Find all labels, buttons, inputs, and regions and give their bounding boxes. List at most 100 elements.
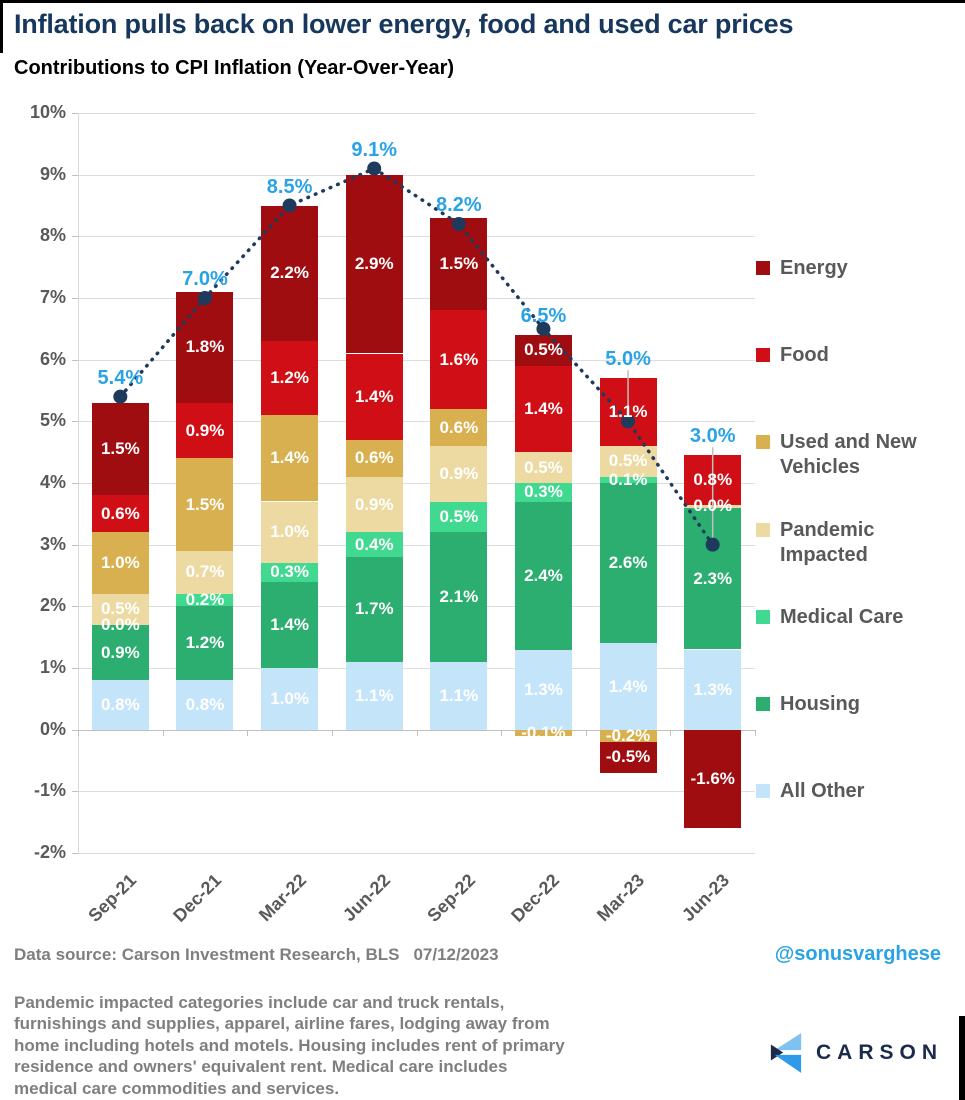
y-axis-tick bbox=[72, 791, 78, 793]
segment-value-label: 0.0% bbox=[100, 614, 140, 634]
segment-value-label: 2.4% bbox=[524, 565, 563, 585]
segment-energy bbox=[599, 742, 657, 773]
chart-subtitle: Contributions to CPI Inflation (Year-Ove… bbox=[14, 57, 455, 79]
segment-value-label: 0.8% bbox=[185, 695, 225, 714]
segment-value-label: 0.2% bbox=[185, 590, 225, 610]
y-axis-tick bbox=[72, 236, 78, 238]
segment-value-label: 2.3% bbox=[693, 568, 733, 588]
total-value-label: 5.4% bbox=[97, 366, 144, 389]
segment-housing bbox=[430, 532, 488, 662]
y-axis-tick bbox=[72, 174, 78, 176]
segment-value-label: 2.1% bbox=[439, 587, 479, 607]
total-value-label: 6.5% bbox=[520, 305, 567, 327]
segment-all-other bbox=[345, 661, 403, 730]
segment-value-label: 0.4% bbox=[354, 534, 394, 554]
gridline bbox=[78, 791, 755, 793]
legend-swatch-pandemic-impacted bbox=[756, 522, 770, 537]
y-axis-label: 9% bbox=[39, 163, 66, 184]
segment-value-label: 1.6% bbox=[439, 349, 479, 369]
segment-all-other bbox=[430, 661, 488, 730]
segment-medical-care bbox=[261, 563, 319, 582]
legend-item-pandemic-impacted: Pandemic Impacted bbox=[756, 518, 961, 568]
segment-value-label: 0.8% bbox=[693, 469, 733, 489]
legend-item-medical-care: Medical Care bbox=[756, 605, 961, 630]
y-axis-tick bbox=[72, 421, 78, 423]
segment-all-other bbox=[599, 643, 657, 730]
legend-swatch-energy bbox=[756, 261, 770, 275]
legend-item-used-and-new-vehicles: Used and New Vehicles bbox=[756, 430, 961, 480]
x-axis-tick bbox=[78, 729, 79, 736]
segment-value-label: 0.6% bbox=[439, 417, 479, 437]
segment-housing bbox=[91, 624, 149, 681]
line-marker bbox=[113, 389, 128, 404]
segment-value-label: 0.5% bbox=[524, 457, 563, 477]
segment-value-label: 1.5% bbox=[185, 494, 225, 514]
y-axis-tick bbox=[72, 853, 78, 854]
y-axis-tick bbox=[72, 483, 78, 484]
segment-value-label: -0.1% bbox=[521, 722, 566, 742]
page-title: Inflation pulls back on lower energy, fo… bbox=[14, 9, 794, 39]
segment-value-label: 0.5% bbox=[608, 451, 648, 471]
segment-value-label: 2.6% bbox=[608, 553, 648, 573]
segment-value-label: 1.3% bbox=[524, 679, 563, 699]
segment-value-label: 0.5% bbox=[524, 340, 563, 360]
segment-value-label: 2.9% bbox=[354, 254, 394, 274]
frame-border-left bbox=[0, 0, 3, 53]
segment-value-label: 1.4% bbox=[270, 448, 309, 468]
y-axis-tick bbox=[72, 544, 78, 546]
x-axis-tick bbox=[755, 729, 756, 736]
data-source-label: Data source: Carson Investment Research,… bbox=[14, 945, 400, 964]
total-value-label: 7.0% bbox=[182, 268, 228, 290]
segment-all-other bbox=[176, 680, 234, 730]
segment-value-label: 0.3% bbox=[270, 562, 309, 582]
legend-swatch-food bbox=[756, 348, 770, 363]
y-axis-label: 4% bbox=[39, 472, 66, 492]
segment-value-label: 1.2% bbox=[270, 368, 309, 388]
segment-all-other bbox=[684, 649, 742, 730]
segment-value-label: 1.5% bbox=[100, 439, 140, 459]
y-axis-label: 10% bbox=[29, 102, 66, 122]
segment-value-label: 0.6% bbox=[100, 503, 140, 523]
x-axis-label: Sep-21 bbox=[84, 870, 141, 926]
legend-item-energy: Energy bbox=[756, 256, 961, 281]
segment-value-label: 0.0% bbox=[693, 496, 733, 516]
segment-value-label: 1.1% bbox=[354, 685, 394, 705]
x-axis-label: Dec-21 bbox=[169, 870, 226, 926]
legend-swatch-housing bbox=[756, 697, 770, 711]
y-axis-label: 3% bbox=[39, 533, 66, 554]
frame-border-right bbox=[959, 1016, 965, 1100]
segment-value-label: 1.0% bbox=[270, 522, 309, 542]
segment-value-label: 2.2% bbox=[270, 263, 309, 283]
footnote-text: Pandemic impacted categories include car… bbox=[14, 993, 565, 1098]
y-axis-label: 5% bbox=[39, 410, 66, 431]
line-marker bbox=[367, 161, 382, 176]
x-axis-label: Sep-22 bbox=[423, 870, 479, 926]
x-axis-label: Dec-22 bbox=[507, 870, 564, 926]
total-value-label: 8.2% bbox=[436, 194, 482, 216]
segment-value-label: 1.0% bbox=[100, 553, 140, 573]
x-axis-tick bbox=[162, 729, 164, 736]
segment-value-label: -0.5% bbox=[605, 747, 651, 767]
segment-value-label: 1.5% bbox=[439, 254, 479, 274]
carson-logo-icon bbox=[770, 1033, 802, 1073]
x-axis-tick bbox=[585, 729, 587, 736]
segment-housing bbox=[345, 557, 403, 662]
frame-border-top bbox=[0, 0, 965, 3]
segment-value-label: -1.6% bbox=[690, 769, 735, 788]
y-axis-label: -2% bbox=[33, 842, 66, 862]
legend-label: Energy bbox=[780, 257, 848, 279]
segment-value-label: 1.2% bbox=[185, 633, 225, 653]
segment-housing bbox=[261, 581, 319, 668]
segment-value-label: 0.7% bbox=[185, 562, 225, 582]
x-axis-label: Jun-22 bbox=[339, 870, 395, 926]
x-axis-tick bbox=[247, 729, 249, 736]
x-axis-tick bbox=[670, 729, 672, 736]
legend-swatch-medical-care bbox=[756, 609, 770, 624]
legend-swatch-used-and-new-vehicles bbox=[756, 435, 770, 450]
gridline bbox=[78, 236, 755, 238]
legend-item-all-other: All Other bbox=[756, 779, 961, 804]
gridline bbox=[78, 174, 755, 176]
gridline bbox=[78, 853, 755, 854]
x-axis-label: Mar-22 bbox=[254, 870, 310, 926]
total-value-label: 3.0% bbox=[689, 425, 736, 448]
